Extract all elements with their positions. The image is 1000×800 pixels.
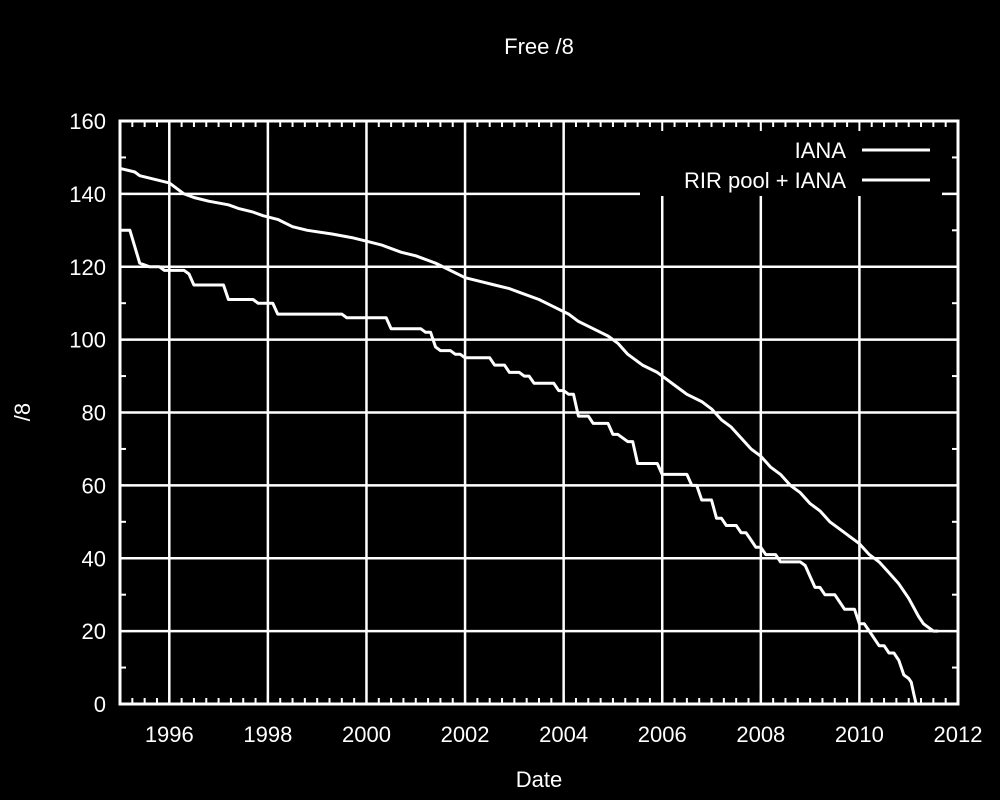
x-tick-label: 2012 bbox=[934, 722, 983, 747]
y-tick-label: 60 bbox=[82, 473, 106, 498]
legend-label-1: RIR pool + IANA bbox=[684, 168, 846, 193]
y-axis-label: /8 bbox=[10, 403, 35, 421]
legend-background bbox=[640, 133, 942, 196]
grid bbox=[120, 121, 958, 704]
x-axis-label: Date bbox=[516, 767, 562, 792]
y-tick-label: 40 bbox=[82, 546, 106, 571]
series-group bbox=[119, 166, 939, 705]
chart-title: Free /8 bbox=[504, 34, 574, 59]
series-line-1 bbox=[119, 166, 939, 633]
x-tick-label: 1998 bbox=[243, 722, 292, 747]
x-tick-label: 2006 bbox=[638, 722, 687, 747]
y-tick-label: 140 bbox=[69, 182, 106, 207]
series-line-0 bbox=[120, 228, 918, 705]
x-tick-label: 2008 bbox=[736, 722, 785, 747]
legend: IANA RIR pool + IANA bbox=[640, 133, 942, 196]
y-tick-label: 100 bbox=[69, 328, 106, 353]
tick-labels: 0 20 40 60 80 100 120 140 160 1996 1998 2000 2002 200… bbox=[69, 109, 982, 747]
y-tick-label: 120 bbox=[69, 255, 106, 280]
ticks bbox=[119, 120, 959, 705]
y-tick-label: 160 bbox=[69, 109, 106, 134]
x-tick-label: 2000 bbox=[342, 722, 391, 747]
x-tick-label: 2010 bbox=[835, 722, 884, 747]
y-tick-label: 80 bbox=[82, 401, 106, 426]
y-tick-label: 0 bbox=[94, 692, 106, 717]
legend-label-0: IANA bbox=[795, 138, 847, 163]
x-tick-label: 1996 bbox=[145, 722, 194, 747]
x-tick-label: 2002 bbox=[441, 722, 490, 747]
y-tick-label: 20 bbox=[82, 619, 106, 644]
x-tick-label: 2004 bbox=[539, 722, 588, 747]
